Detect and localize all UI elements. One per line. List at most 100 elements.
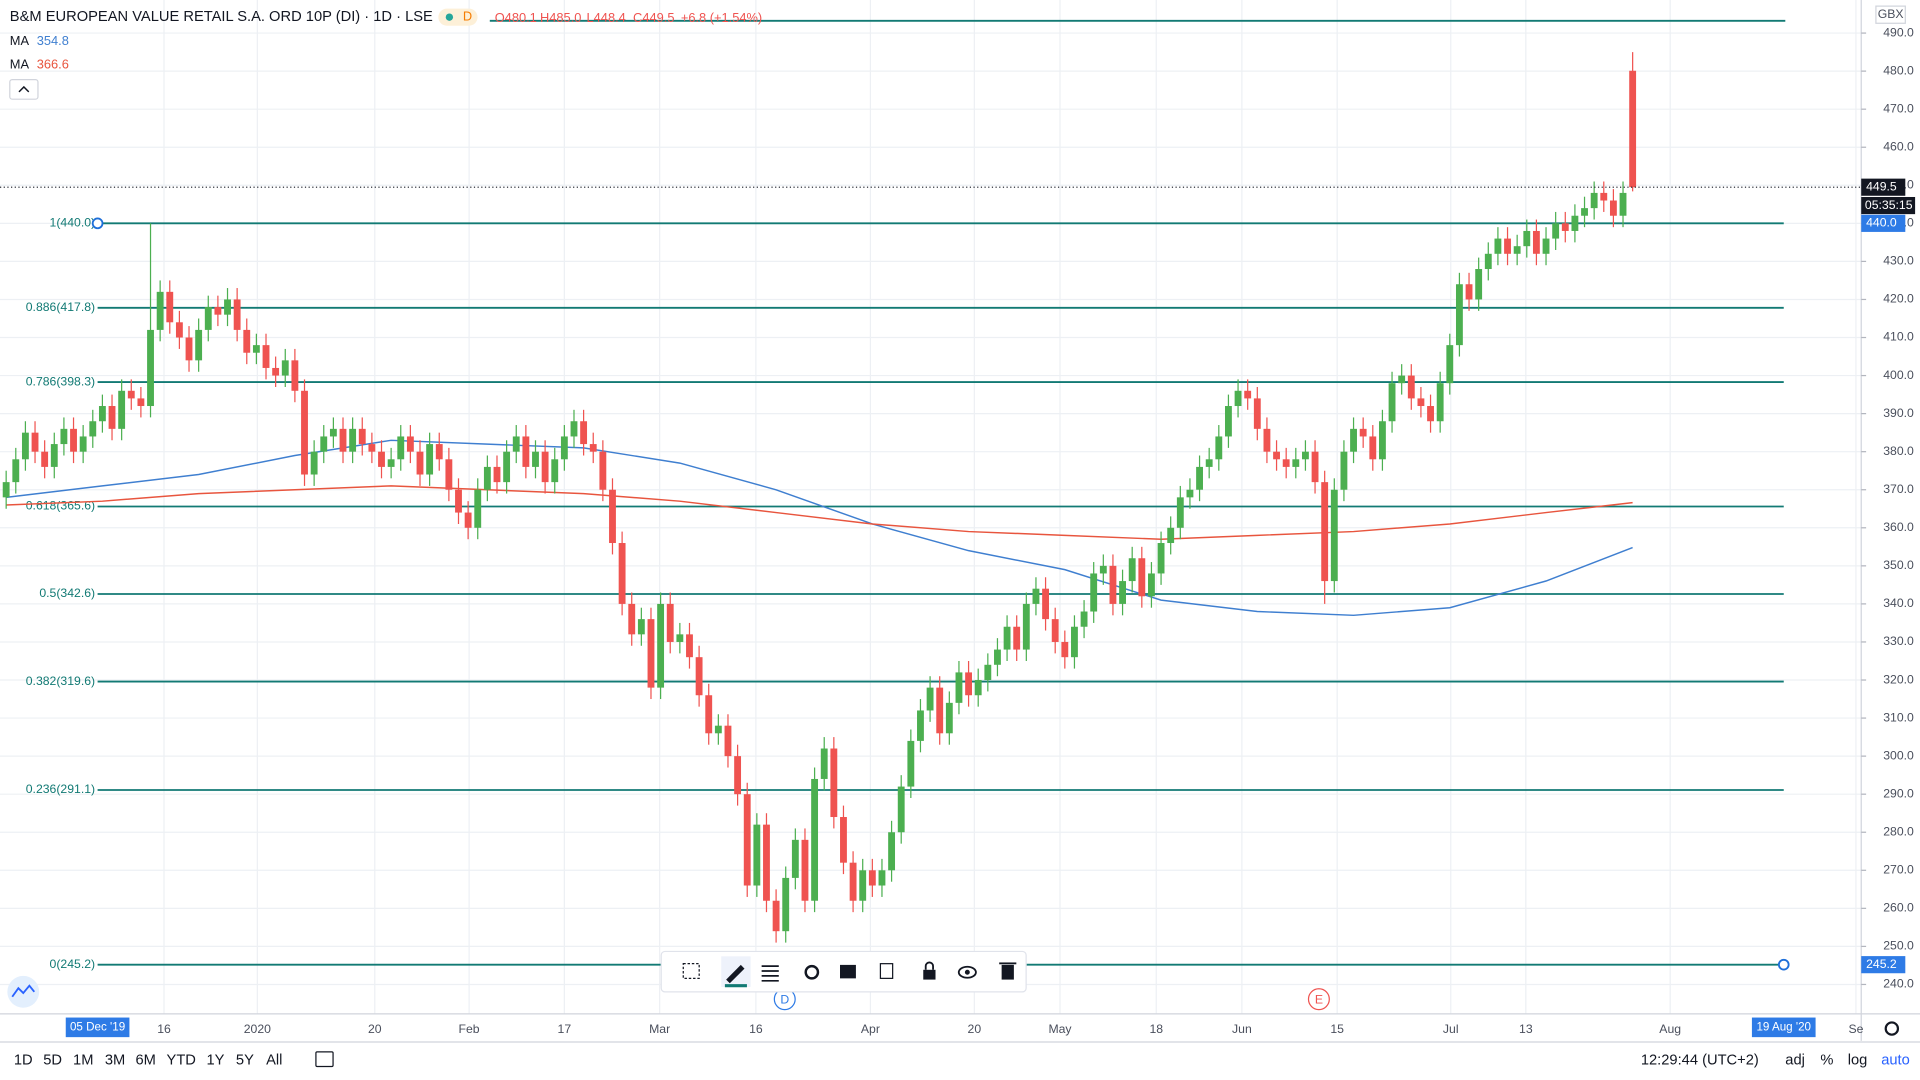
candle-body [695,657,703,696]
tool-select[interactable] [682,963,700,979]
range-button[interactable]: 1Y [207,1052,225,1068]
currency: GBX [1878,7,1904,21]
y-tick-label: 250.0 [1883,939,1914,953]
fib-retracement[interactable]: 1(440.0) 0.886(417.8) 0.786(398.3) 0.618(36… [26,216,1790,971]
candle-body [589,444,597,452]
candle-body [801,839,809,901]
currency-box[interactable] [1875,5,1906,24]
tool-delete[interactable] [1001,964,1014,980]
candle-body [512,436,520,452]
tool-template[interactable] [840,964,856,979]
candle-body [1542,238,1550,254]
ohlc-close: C449.5 [633,10,674,25]
fib-handle[interactable] [91,217,104,230]
x-tick-label: 16 [749,1022,763,1036]
candle-body [406,436,414,452]
range-button[interactable]: YTD [167,1052,196,1068]
event-marker[interactable] [1307,988,1330,1011]
candle-body [724,725,732,757]
candle-body [1051,619,1059,642]
fib-label: 1(440.0) [50,216,96,230]
candle-body [214,307,222,315]
candle-body [70,428,77,452]
candle-body [763,824,770,901]
tool-clone[interactable] [879,963,894,979]
candle-body [1311,451,1319,483]
x-tick-label: 20 [968,1022,982,1036]
candle-body [676,634,684,642]
candle-body [1301,451,1309,460]
candle-body [647,619,655,688]
candle-body [387,459,395,467]
y-tick-label: 370.0 [1883,482,1914,496]
ma-name: MA [10,56,30,71]
candle-body [1071,626,1078,658]
tool-visibility[interactable] [957,965,977,979]
candle-body [753,824,761,886]
tool-lock[interactable] [923,969,936,980]
range-button[interactable]: 3M [105,1052,125,1068]
range-button[interactable]: 6M [136,1052,156,1068]
grid [0,0,1862,1014]
axis-option[interactable]: auto [1881,1052,1910,1068]
tool-settings[interactable] [804,964,820,980]
candle-body [1022,603,1030,650]
tool-pen[interactable] [726,964,745,984]
candle-body [310,451,318,475]
candle-body [1378,421,1386,460]
candle-body [493,466,501,483]
candle-body [1138,558,1146,597]
ma-value: 354.8 [37,33,69,48]
candle-body [12,459,20,483]
y-tick-label: 400.0 [1883,368,1914,382]
candle-body [1427,406,1434,422]
tool-visibility-pupil [964,969,970,975]
candle-body [705,695,713,734]
x-tick-label: 20 [368,1022,382,1036]
candle-body [445,459,453,490]
range-button[interactable]: 5Y [236,1052,254,1068]
y-tick-label: 390.0 [1883,406,1914,420]
fib-handle[interactable] [1777,958,1790,971]
collapse-button[interactable] [9,78,39,100]
candle-body [1407,375,1415,399]
candle-body [1253,398,1261,429]
candle-body [1013,626,1021,650]
candle-body [570,421,578,437]
range-button[interactable]: 5D [43,1052,62,1068]
goto-date[interactable] [315,1051,334,1068]
axis-option[interactable]: % [1820,1052,1833,1068]
candle-body [483,466,491,490]
badge-bg[interactable] [438,8,478,26]
fib-label: 0(245.2) [50,957,96,971]
x-tick-label: 18 [1149,1022,1163,1036]
candle-body [281,360,289,376]
candle-body [1215,436,1223,460]
x-tick-label: Feb [459,1022,480,1036]
candle-body [1388,383,1396,422]
fib-label: 0.5(342.6) [39,586,95,600]
axis-option[interactable]: log [1848,1052,1868,1068]
countdown: 05:35:15 [1865,198,1913,212]
y-tick-label: 300.0 [1883,748,1914,762]
settings-gear[interactable] [1884,1021,1900,1036]
candle-body [849,862,857,901]
candle-body [637,619,645,635]
candle-body [1042,588,1050,620]
range-button[interactable]: 1M [73,1052,93,1068]
tool-line-style[interactable] [761,965,779,982]
candle-body [1359,428,1367,437]
x-marker-label: 05 Dec '19 [70,1020,125,1033]
candle-body [657,603,665,688]
candle-body [1225,406,1232,437]
candle-body [772,900,780,932]
y-tick-label: 460.0 [1883,139,1914,153]
axis-option[interactable]: adj [1785,1052,1805,1068]
candle-body [1292,459,1300,467]
range-button[interactable]: All [266,1052,282,1068]
candle-body [2,482,10,498]
candle-body [1398,375,1406,384]
range-button[interactable]: 1D [14,1052,33,1068]
